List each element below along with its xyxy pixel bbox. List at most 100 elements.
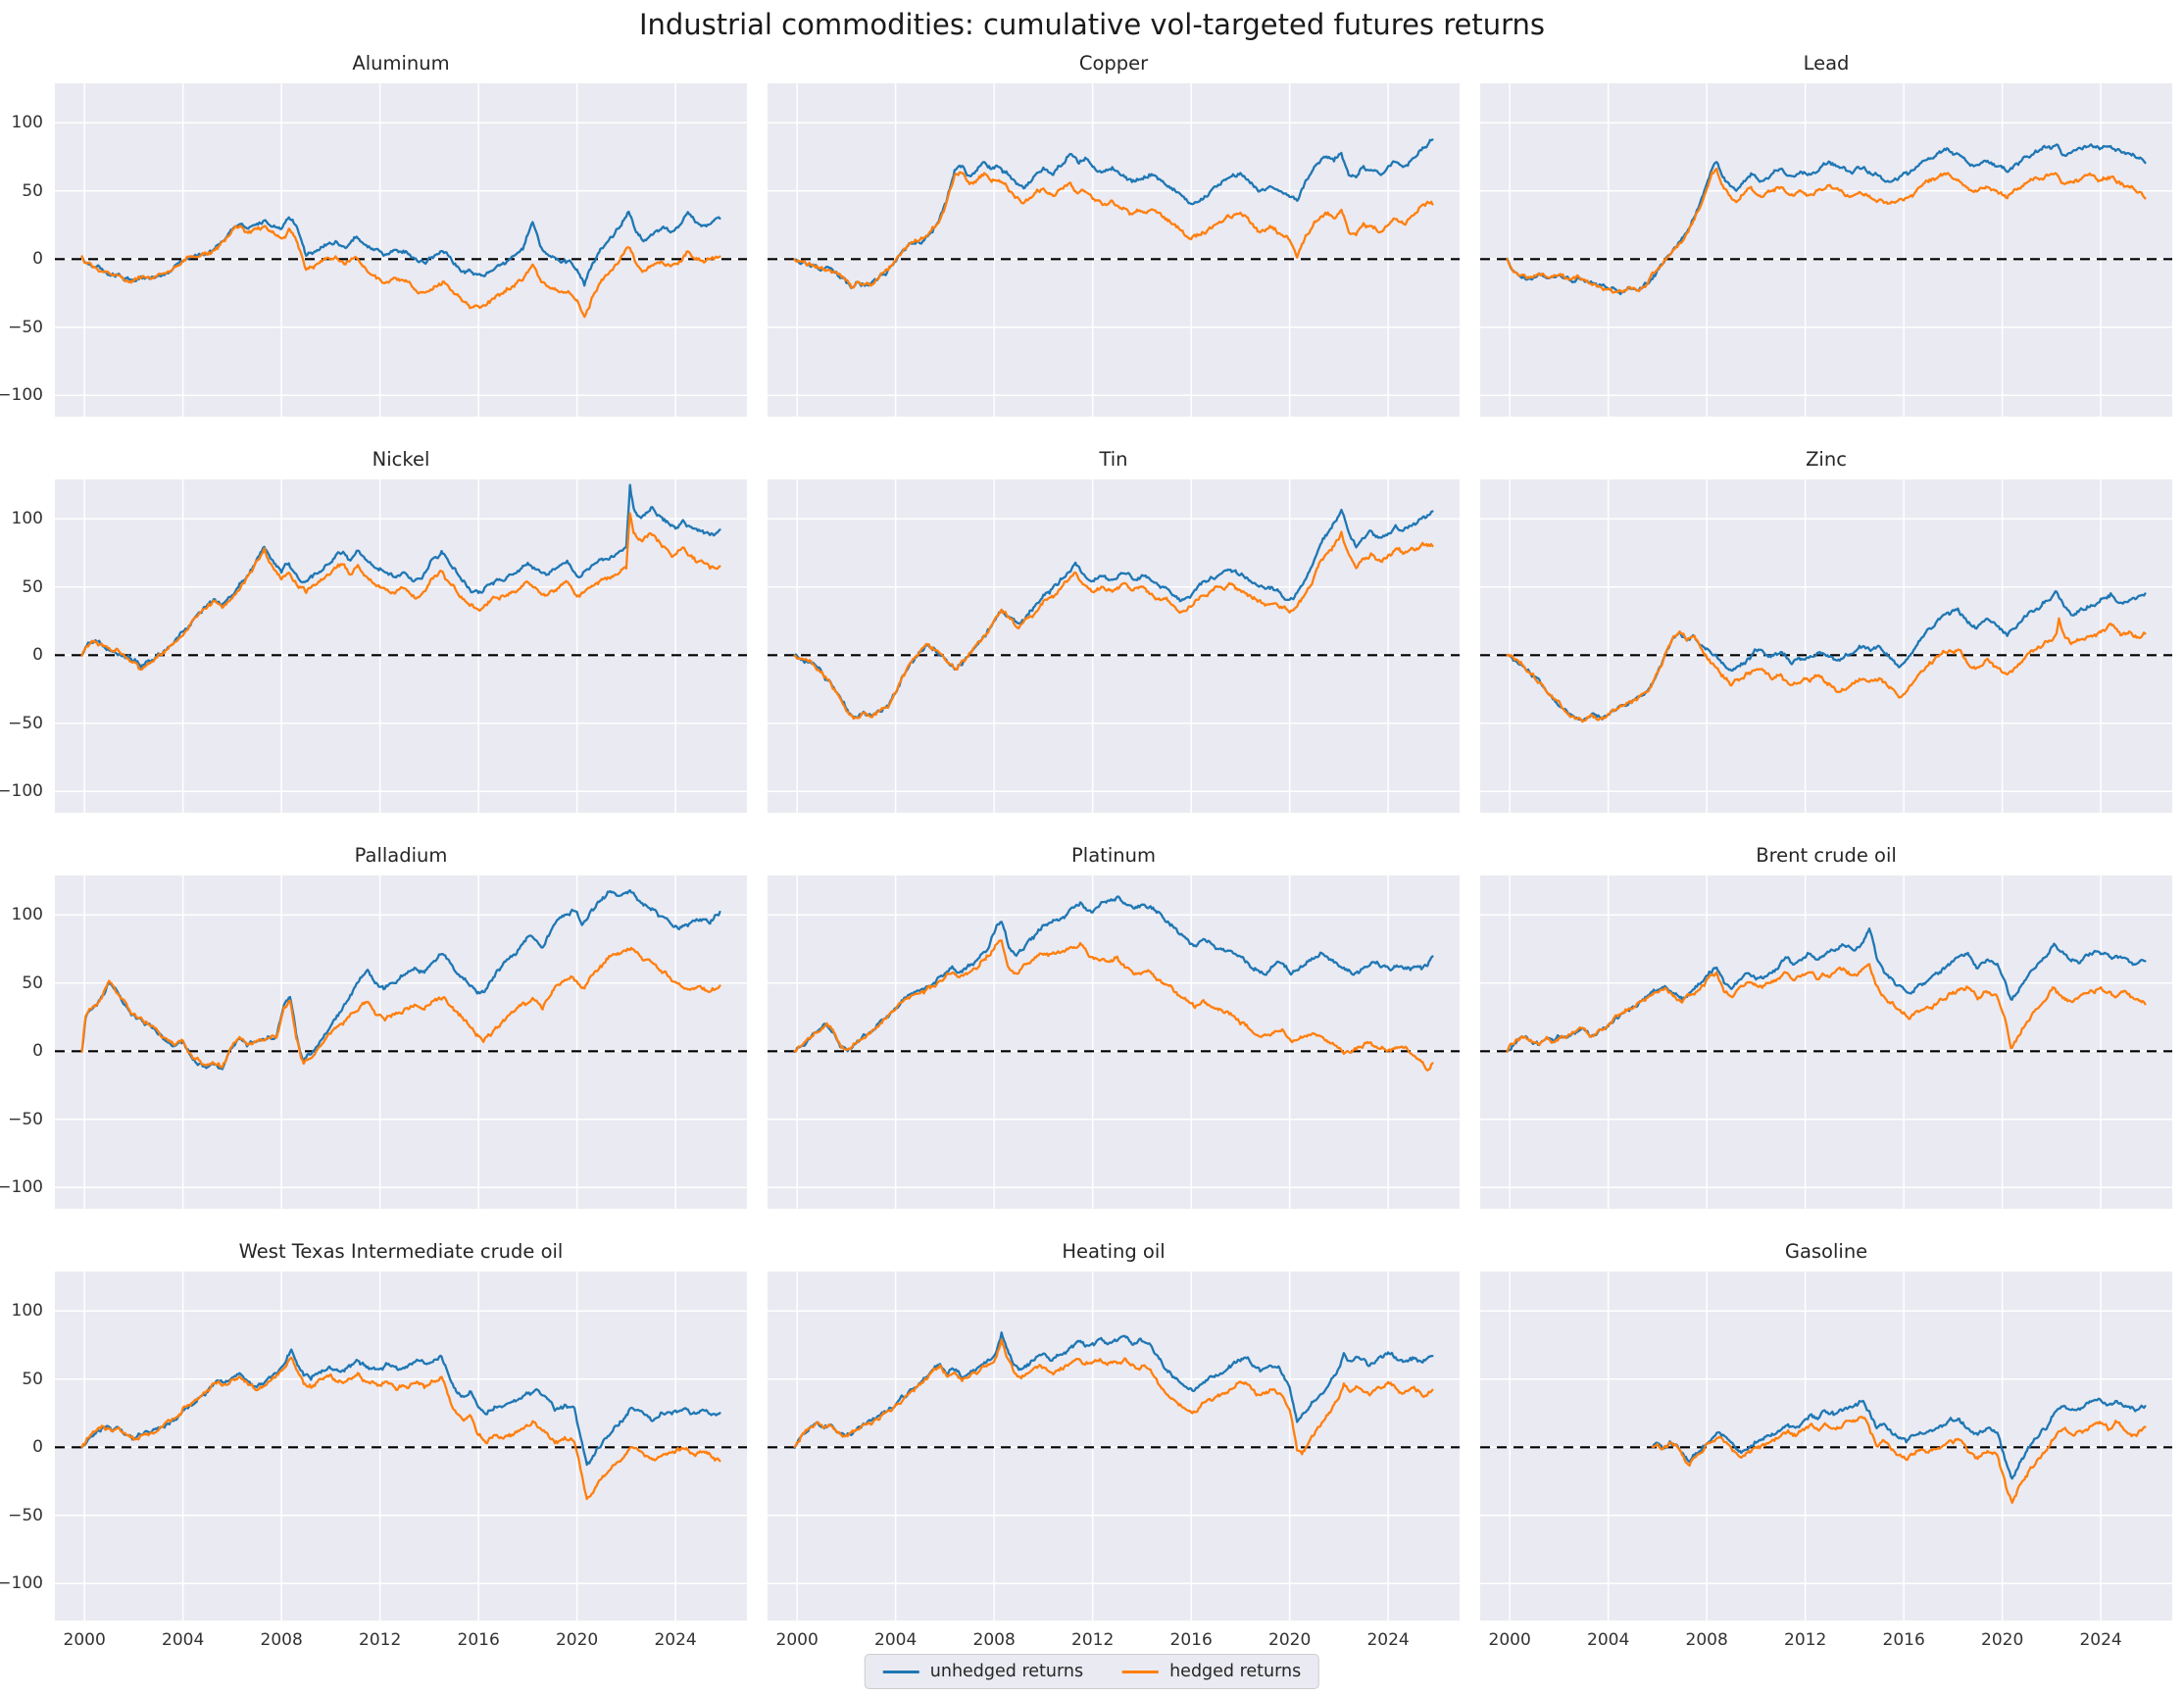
chart-svg-platinum — [768, 875, 1460, 1209]
legend-item-hedged: hedged returns — [1122, 1662, 1301, 1681]
y-tick-label: −50 — [8, 1109, 43, 1129]
y-tick-label: 100 — [11, 1301, 43, 1322]
x-tick-label: 2004 — [162, 1630, 205, 1650]
x-tick-label: 2024 — [654, 1630, 697, 1650]
x-tick-label: 2004 — [874, 1630, 918, 1650]
y-tick-label: 100 — [11, 113, 43, 133]
plot-area-platinum — [768, 875, 1460, 1209]
x-tick-label: 2012 — [1784, 1630, 1827, 1650]
unhedged-line — [80, 1348, 721, 1467]
x-tick-label: 2016 — [1169, 1630, 1213, 1650]
chart-svg-nickel — [55, 479, 747, 813]
subplot-title-gasoline: Gasoline — [1784, 1240, 1868, 1263]
subplot-title-nickel: Nickel — [372, 448, 430, 471]
chart-svg-heating-oil — [768, 1272, 1460, 1621]
chart-svg-gasoline — [1480, 1272, 2172, 1621]
y-tick-label: 100 — [11, 905, 43, 925]
plot-area-copper — [768, 83, 1460, 417]
plot-area-aluminum — [55, 83, 747, 417]
unhedged-line — [1506, 590, 2147, 723]
chart-svg-zinc — [1480, 479, 2172, 813]
x-tick-label: 2024 — [2079, 1630, 2122, 1650]
legend-label-hedged: hedged returns — [1169, 1662, 1302, 1681]
chart-svg-tin — [768, 479, 1460, 813]
x-tick-label: 2016 — [457, 1630, 500, 1650]
plot-area-west-texas-intermediate-crude-oil — [55, 1272, 747, 1621]
y-tick-label: −100 — [0, 1177, 43, 1198]
y-tick-label: −100 — [0, 1573, 43, 1594]
plot-area-nickel — [55, 479, 747, 813]
y-tick-label: 100 — [11, 509, 43, 529]
subplot-title-aluminum: Aluminum — [352, 52, 450, 75]
hedged-line — [1506, 963, 2147, 1053]
unhedged-line — [793, 1331, 1434, 1450]
chart-svg-lead — [1480, 83, 2172, 417]
x-tick-label: 2000 — [63, 1630, 106, 1650]
hedged-line-swatch — [1122, 1670, 1160, 1673]
y-tick-label: −50 — [8, 317, 43, 337]
hedged-line — [80, 946, 721, 1069]
hedged-line — [80, 512, 721, 672]
hedged-line — [1506, 617, 2147, 723]
unhedged-line — [793, 895, 1434, 1054]
plot-area-lead — [1480, 83, 2172, 417]
y-tick-label: −100 — [0, 781, 43, 802]
subplot-title-brent-crude-oil: Brent crude oil — [1756, 844, 1897, 867]
y-tick-label: 50 — [22, 973, 43, 993]
x-tick-label: 2016 — [1882, 1630, 1925, 1650]
x-tick-label: 2008 — [972, 1630, 1016, 1650]
x-tick-label: 2020 — [555, 1630, 599, 1650]
chart-svg-west-texas-intermediate-crude-oil — [55, 1272, 747, 1621]
subplot-title-zinc: Zinc — [1806, 448, 1847, 471]
hedged-line — [793, 1338, 1434, 1456]
hedged-line — [80, 1356, 721, 1501]
y-tick-label: 0 — [32, 1041, 43, 1062]
plot-area-zinc — [1480, 479, 2172, 813]
x-tick-label: 2008 — [260, 1630, 303, 1650]
plot-area-tin — [768, 479, 1460, 813]
hedged-line — [1651, 1416, 2147, 1504]
y-tick-label: 0 — [32, 1437, 43, 1458]
subplot-title-heating-oil: Heating oil — [1062, 1240, 1166, 1263]
chart-svg-copper — [768, 83, 1460, 417]
plot-area-heating-oil — [768, 1272, 1460, 1621]
y-tick-label: 0 — [32, 645, 43, 666]
unhedged-line — [80, 210, 721, 287]
y-tick-label: −100 — [0, 385, 43, 406]
x-tick-label: 2000 — [775, 1630, 819, 1650]
legend: unhedged returns hedged returns — [864, 1654, 1320, 1689]
hedged-line — [793, 171, 1434, 289]
chart-svg-aluminum — [55, 83, 747, 417]
subplot-title-platinum: Platinum — [1071, 844, 1156, 867]
figure-title: Industrial commodities: cumulative vol-t… — [638, 8, 1546, 41]
unhedged-line — [1506, 143, 2147, 296]
y-tick-label: −50 — [8, 1505, 43, 1525]
chart-svg-palladium — [55, 875, 747, 1209]
plot-area-gasoline — [1480, 1272, 2172, 1621]
hedged-line — [80, 224, 721, 319]
x-tick-label: 2012 — [1071, 1630, 1115, 1650]
y-tick-label: 50 — [22, 180, 43, 201]
plot-area-palladium — [55, 875, 747, 1209]
unhedged-line-swatch — [882, 1670, 919, 1673]
hedged-line — [793, 530, 1434, 721]
subplot-title-west-texas-intermediate-crude-oil: West Texas Intermediate crude oil — [238, 1240, 564, 1263]
y-tick-label: 50 — [22, 1369, 43, 1389]
x-tick-label: 2008 — [1685, 1630, 1728, 1650]
hedged-line — [793, 939, 1434, 1072]
x-tick-label: 2000 — [1488, 1630, 1531, 1650]
x-tick-label: 2004 — [1587, 1630, 1630, 1650]
y-tick-label: 0 — [32, 249, 43, 270]
subplot-title-copper: Copper — [1078, 52, 1149, 75]
legend-item-unhedged: unhedged returns — [882, 1662, 1083, 1681]
subplot-title-lead: Lead — [1803, 52, 1850, 75]
subplot-title-tin: Tin — [1099, 448, 1128, 471]
subplot-title-palladium: Palladium — [354, 844, 448, 867]
plot-area-brent-crude-oil — [1480, 875, 2172, 1209]
x-tick-label: 2020 — [1268, 1630, 1312, 1650]
chart-svg-brent-crude-oil — [1480, 875, 2172, 1209]
x-tick-label: 2020 — [1981, 1630, 2024, 1650]
y-tick-label: −50 — [8, 713, 43, 733]
y-tick-label: 50 — [22, 576, 43, 597]
